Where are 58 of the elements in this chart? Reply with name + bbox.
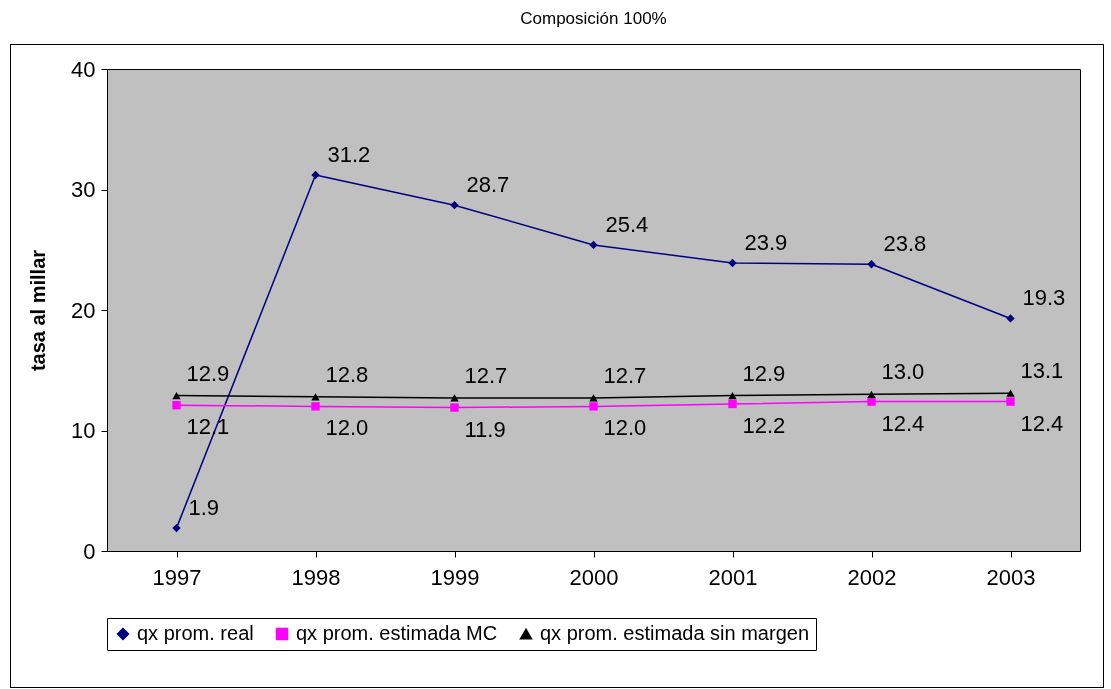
point [728,399,737,409]
point [450,403,459,412]
data-label: 12.8 [325,361,369,387]
data-label: 12.0 [603,415,647,441]
point [1006,389,1015,397]
data-label: 23.8 [883,231,927,257]
point [172,523,181,533]
data-label: 23.9 [744,230,788,256]
point [589,394,598,402]
point [589,240,598,250]
data-label: 12.7 [464,362,508,388]
x-tick-label: 2001 [708,564,758,590]
data-label: 12.9 [186,360,230,386]
x-tick-label: 2003 [986,564,1036,590]
x-tick-label: 2002 [847,564,897,590]
y-tick-label: 20 [71,297,96,323]
x-tick-label: 2000 [569,564,619,590]
point [172,401,181,410]
y-tick-label: 40 [71,56,96,82]
data-label: 12.7 [603,362,647,388]
y-tick-label: 0 [83,538,96,564]
data-label: 12.0 [325,415,369,441]
y-tick-label: 10 [71,418,96,443]
point [867,260,876,269]
point [728,258,737,268]
point [1006,314,1015,323]
data-label: 11.9 [464,416,506,442]
point [172,391,181,400]
data-label: 12.4 [881,410,925,436]
legend-label: qx prom. estimada sin margen [540,622,810,644]
data-label: 1.9 [188,495,220,521]
point [728,391,737,400]
point [450,394,459,402]
point [867,397,876,406]
legend-label: qx prom. real [137,622,254,644]
point [311,393,320,401]
data-label: 12.4 [1020,410,1064,436]
legend-label: qx prom. estimada MC [296,622,498,644]
data-label: 25.4 [605,211,649,237]
x-tick-label: 1997 [152,564,202,590]
data-label: 13.0 [881,359,925,385]
data-label: 19.3 [1022,285,1066,311]
point [589,402,598,411]
point [1006,397,1015,406]
data-label: 12.9 [742,360,786,386]
point [311,402,320,411]
chart-title: Composición 100% [520,9,667,28]
data-label: 28.7 [466,172,510,198]
x-tick-label: 1998 [291,564,341,590]
point [867,390,876,398]
y-tick-label: 30 [71,177,96,202]
y-axis-title: tasa al millar [27,249,50,372]
data-label: 13.1 [1020,358,1064,384]
x-tick-label: 1999 [430,564,480,590]
data-label: 12.2 [742,412,786,438]
point [450,200,459,210]
data-label: 31.2 [327,142,371,168]
point [311,170,320,180]
